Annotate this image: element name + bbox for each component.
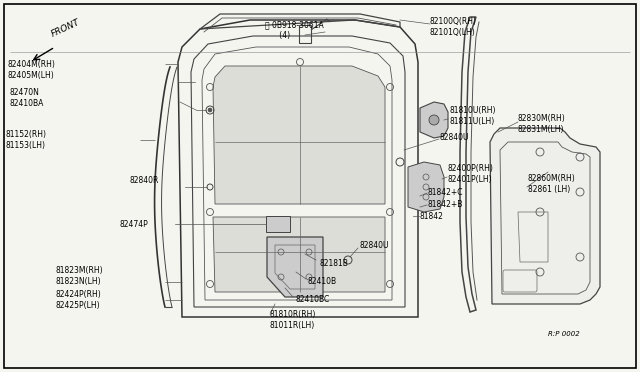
Text: 81810U(RH)
81811U(LH): 81810U(RH) 81811U(LH) <box>450 106 497 126</box>
Polygon shape <box>420 102 448 138</box>
Polygon shape <box>267 237 323 297</box>
Text: 81810R(RH)
81011R(LH): 81810R(RH) 81011R(LH) <box>270 310 316 330</box>
Polygon shape <box>408 162 444 212</box>
Polygon shape <box>213 217 385 292</box>
Circle shape <box>208 108 212 112</box>
Text: 81152(RH)
81153(LH): 81152(RH) 81153(LH) <box>5 130 46 150</box>
Bar <box>266 216 290 232</box>
Text: 82474P: 82474P <box>120 219 148 228</box>
Text: 81842+C: 81842+C <box>428 187 463 196</box>
Text: 82470N
82410BA: 82470N 82410BA <box>10 88 44 108</box>
Text: 82410B: 82410B <box>308 278 337 286</box>
Text: FRONT: FRONT <box>50 18 82 39</box>
Polygon shape <box>490 128 600 304</box>
Text: 82840R: 82840R <box>130 176 159 185</box>
Text: 82424P(RH)
82425P(LH): 82424P(RH) 82425P(LH) <box>55 290 100 310</box>
Text: 82860M(RH)
82861 (LH): 82860M(RH) 82861 (LH) <box>528 174 576 194</box>
Text: 82410BC: 82410BC <box>295 295 329 305</box>
Text: R:P 0002: R:P 0002 <box>548 331 580 337</box>
Text: 81842+B: 81842+B <box>428 199 463 208</box>
Text: 82404M(RH)
82405M(LH): 82404M(RH) 82405M(LH) <box>8 60 56 80</box>
Text: 82840U: 82840U <box>440 132 470 141</box>
Text: 82400P(RH)
82401P(LH): 82400P(RH) 82401P(LH) <box>448 164 494 184</box>
Polygon shape <box>213 66 385 204</box>
Text: ⓝ 0B918-3061A
      (4): ⓝ 0B918-3061A (4) <box>265 20 324 40</box>
Text: 81842: 81842 <box>420 212 444 221</box>
Bar <box>299 25 311 43</box>
Text: 82830M(RH)
82831M(LH): 82830M(RH) 82831M(LH) <box>518 114 566 134</box>
Circle shape <box>429 115 439 125</box>
Text: 82100Q(RH)
82101Q(LH): 82100Q(RH) 82101Q(LH) <box>430 17 477 37</box>
Text: 81823M(RH)
81823N(LH): 81823M(RH) 81823N(LH) <box>55 266 102 286</box>
Text: 82181B: 82181B <box>320 260 349 269</box>
Text: 82840U: 82840U <box>360 241 390 250</box>
